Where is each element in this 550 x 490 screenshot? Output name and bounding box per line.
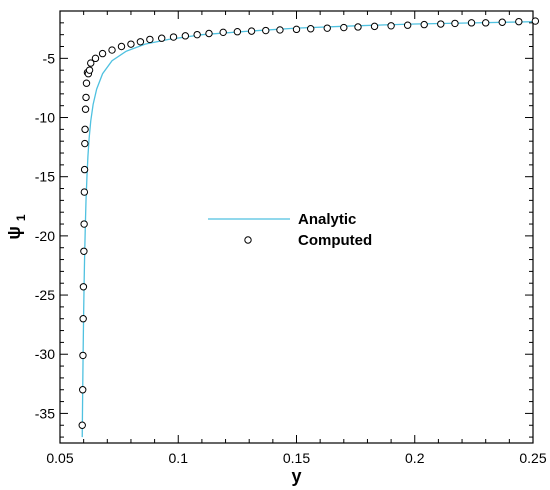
legend-analytic-label: Analytic [298,211,356,228]
series-computed-point [79,386,87,394]
series-computed-point [403,21,412,29]
series-computed-point [146,35,154,44]
series-computed-point [82,79,91,87]
series-computed-point [81,105,90,113]
legend-computed-label: Computed [298,232,372,249]
plot-frame [59,10,534,444]
x-tick-label: 0.05 [46,450,73,466]
series-computed-point [80,247,88,255]
series-computed-point [323,24,331,32]
series-computed-point [87,59,95,67]
series-computed-point [81,125,89,134]
series-computed-point [205,29,213,38]
x-tick-label: 0.25 [519,450,546,466]
series-computed-point [276,26,284,34]
y-tick-label: -15 [35,169,55,185]
plot-border [59,10,534,444]
series-layer [78,17,540,438]
series-computed-point [219,28,227,37]
y-tick-label: -10 [35,110,55,126]
series-computed-point [127,40,135,48]
y-axis: -35 -30 -25 -20 -15 -10 -5 [35,22,533,438]
series-computed-point [420,20,428,29]
y-tick-label: -25 [35,287,55,303]
y-tick-label: -20 [35,228,55,244]
series-computed-point [80,165,89,174]
series-computed-point [482,19,490,27]
series-computed-point [247,27,256,35]
series-computed-point [498,18,506,26]
series-computed-point [292,25,301,34]
series-computed-point [157,34,166,42]
series-computed-point [233,28,242,36]
series-computed-point [79,315,87,323]
series-computed-point [451,19,459,28]
x-tick-label: 0.15 [283,450,310,466]
series-computed-point [262,26,270,35]
series-computed-point [340,23,348,32]
series-computed-point [169,33,178,41]
y-axis-title: ψ 1 [4,214,28,240]
series-computed-point [117,42,126,51]
x-tick-label: 0.2 [405,450,425,466]
series-computed-point [91,54,100,63]
y-tick-label: -30 [35,346,55,362]
series-computed-point [98,49,107,58]
series-computed-point [370,22,379,31]
y-tick-label: -35 [35,405,55,421]
series-computed-point [437,20,445,28]
x-tick-label: 0.1 [169,450,189,466]
series-computed-point [80,188,89,196]
series-computed-point [82,93,90,102]
series-computed-point [306,25,315,33]
series-computed-point [78,421,86,429]
series-computed-point [467,19,476,27]
series-computed-point [387,22,395,30]
series-computed-point [79,283,88,291]
series-analytic-line [81,21,538,438]
y-tick-label: -5 [43,50,56,66]
series-computed-point [136,38,145,46]
series-computed-point [515,17,523,26]
legend-computed-swatch [244,236,252,244]
series-computed-point [354,23,362,31]
series-computed-point [80,220,88,228]
y-axis-title-symbol: ψ [4,226,24,240]
x-axis-title: y [291,466,301,486]
legend: Analytic Computed [208,211,372,249]
series-computed-point [181,32,190,40]
y-axis-title-subscript: 1 [14,214,28,221]
series-computed-point [81,139,89,148]
series-computed-point [85,66,94,74]
x-axis: 0.05 0.1 0.15 0.2 0.25 [46,11,547,466]
series-computed-point [108,46,116,54]
series-computed-point [193,30,201,39]
series-computed-point [79,351,87,360]
series-computed-point [531,17,540,25]
